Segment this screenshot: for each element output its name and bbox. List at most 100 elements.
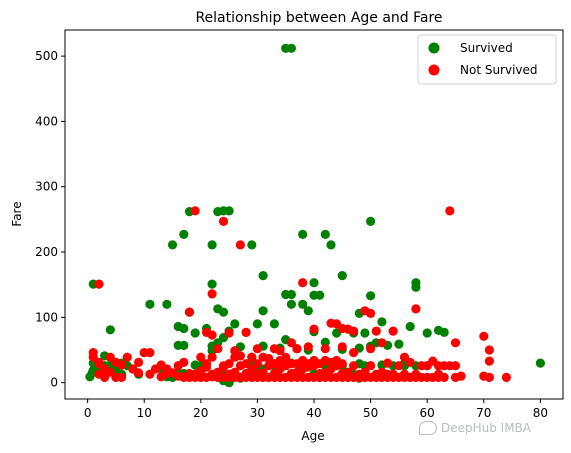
not-survived-point bbox=[349, 348, 359, 358]
survived-point bbox=[162, 299, 172, 309]
survived-point bbox=[360, 328, 370, 338]
not-survived-point bbox=[501, 372, 511, 382]
not-survived-point bbox=[479, 331, 489, 341]
survived-point bbox=[286, 289, 296, 300]
not-survived-point bbox=[213, 344, 223, 354]
not-survived-point bbox=[241, 359, 251, 369]
not-survived-point bbox=[399, 369, 410, 379]
not-survived-point bbox=[224, 328, 234, 338]
survived-point bbox=[167, 240, 178, 250]
not-survived-point bbox=[349, 361, 359, 371]
watermark-text: DeepHub IMBA bbox=[440, 421, 531, 435]
not-survived-point bbox=[428, 356, 438, 366]
survived-point bbox=[320, 229, 330, 239]
not-survived-point bbox=[224, 359, 234, 369]
survived-point bbox=[105, 325, 115, 335]
not-survived-point bbox=[196, 352, 206, 362]
not-survived-point bbox=[275, 346, 285, 356]
x-axis-label: Age bbox=[301, 429, 324, 443]
not-survived-point bbox=[235, 351, 245, 361]
survived-point bbox=[286, 299, 296, 309]
not-survived-point bbox=[388, 369, 398, 379]
x-tick-label: 10 bbox=[137, 406, 152, 420]
not-survived-point bbox=[207, 352, 217, 362]
not-survived-point bbox=[433, 369, 444, 379]
survived-point bbox=[179, 340, 189, 350]
not-survived-point bbox=[484, 372, 494, 382]
not-survived-point bbox=[371, 326, 381, 336]
survived-point bbox=[286, 43, 296, 53]
survived-point bbox=[320, 337, 330, 347]
y-axis-ticks: 0 100 200 300 400 500 bbox=[35, 49, 65, 390]
not-survived-point bbox=[218, 216, 229, 226]
not-survived-point bbox=[201, 359, 212, 369]
not-survived-point bbox=[235, 240, 245, 250]
survived-point bbox=[377, 317, 387, 327]
not-survived-point bbox=[383, 358, 393, 368]
survived-point bbox=[394, 339, 404, 349]
points-layer bbox=[85, 43, 546, 388]
watermark: DeepHub IMBA bbox=[418, 421, 531, 435]
x-tick-label: 70 bbox=[476, 406, 491, 420]
survived-point bbox=[230, 319, 240, 329]
survived-point bbox=[190, 328, 200, 338]
not-survived-point bbox=[366, 344, 376, 354]
y-axis-label: Fare bbox=[10, 201, 24, 226]
survived-point bbox=[309, 290, 319, 300]
not-survived-point bbox=[439, 361, 449, 371]
not-survived-point bbox=[337, 342, 347, 352]
legend-marker-not-survived bbox=[428, 64, 440, 76]
y-tick-label: 400 bbox=[35, 114, 58, 128]
survived-point bbox=[258, 306, 268, 316]
not-survived-point bbox=[394, 361, 404, 371]
not-survived-point bbox=[337, 323, 347, 334]
x-tick-label: 30 bbox=[250, 406, 265, 420]
not-survived-point bbox=[94, 279, 104, 289]
survived-point bbox=[405, 321, 415, 332]
not-survived-point bbox=[286, 338, 296, 348]
not-survived-point bbox=[484, 345, 494, 355]
survived-point bbox=[207, 279, 217, 289]
plot-frame bbox=[64, 29, 564, 400]
not-survived-point bbox=[230, 367, 240, 377]
not-survived-point bbox=[184, 307, 195, 317]
not-survived-point bbox=[320, 344, 330, 354]
not-survived-point bbox=[292, 344, 302, 354]
survived-point bbox=[207, 240, 217, 250]
not-survived-point bbox=[281, 352, 291, 362]
survived-point bbox=[173, 321, 183, 332]
not-survived-point bbox=[366, 308, 376, 318]
not-survived-point bbox=[484, 356, 494, 366]
not-survived-point bbox=[247, 352, 257, 362]
x-tick-label: 80 bbox=[533, 406, 548, 420]
survived-point bbox=[337, 271, 347, 281]
survived-point bbox=[326, 240, 336, 250]
not-survived-point bbox=[445, 206, 455, 216]
x-axis-ticks: 0 10 20 30 40 50 60 70 80 bbox=[84, 399, 548, 420]
chat-bubble-icon bbox=[418, 421, 437, 435]
survived-point bbox=[366, 216, 376, 226]
not-survived-point bbox=[122, 352, 132, 362]
survived-point bbox=[145, 299, 155, 309]
not-survived-point bbox=[258, 368, 268, 378]
not-survived-point bbox=[399, 352, 410, 362]
legend-label-not-survived: Not Survived bbox=[460, 63, 538, 77]
not-survived-point bbox=[117, 372, 127, 382]
y-tick-label: 0 bbox=[50, 376, 58, 390]
not-survived-point bbox=[298, 278, 308, 288]
not-survived-point bbox=[207, 289, 217, 299]
chart-title: Relationship between Age and Fare bbox=[195, 10, 442, 26]
not-survived-point bbox=[411, 369, 421, 379]
not-survived-point bbox=[117, 360, 127, 370]
not-survived-point bbox=[450, 338, 461, 348]
y-tick-label: 100 bbox=[35, 310, 58, 324]
y-tick-label: 200 bbox=[35, 245, 58, 259]
not-survived-point bbox=[252, 344, 262, 354]
x-tick-label: 60 bbox=[420, 406, 435, 420]
x-tick-label: 40 bbox=[306, 406, 321, 420]
not-survived-point bbox=[134, 357, 144, 367]
y-tick-label: 500 bbox=[35, 49, 58, 63]
survived-point bbox=[366, 291, 376, 301]
not-survived-point bbox=[377, 338, 387, 348]
not-survived-point bbox=[366, 361, 376, 371]
